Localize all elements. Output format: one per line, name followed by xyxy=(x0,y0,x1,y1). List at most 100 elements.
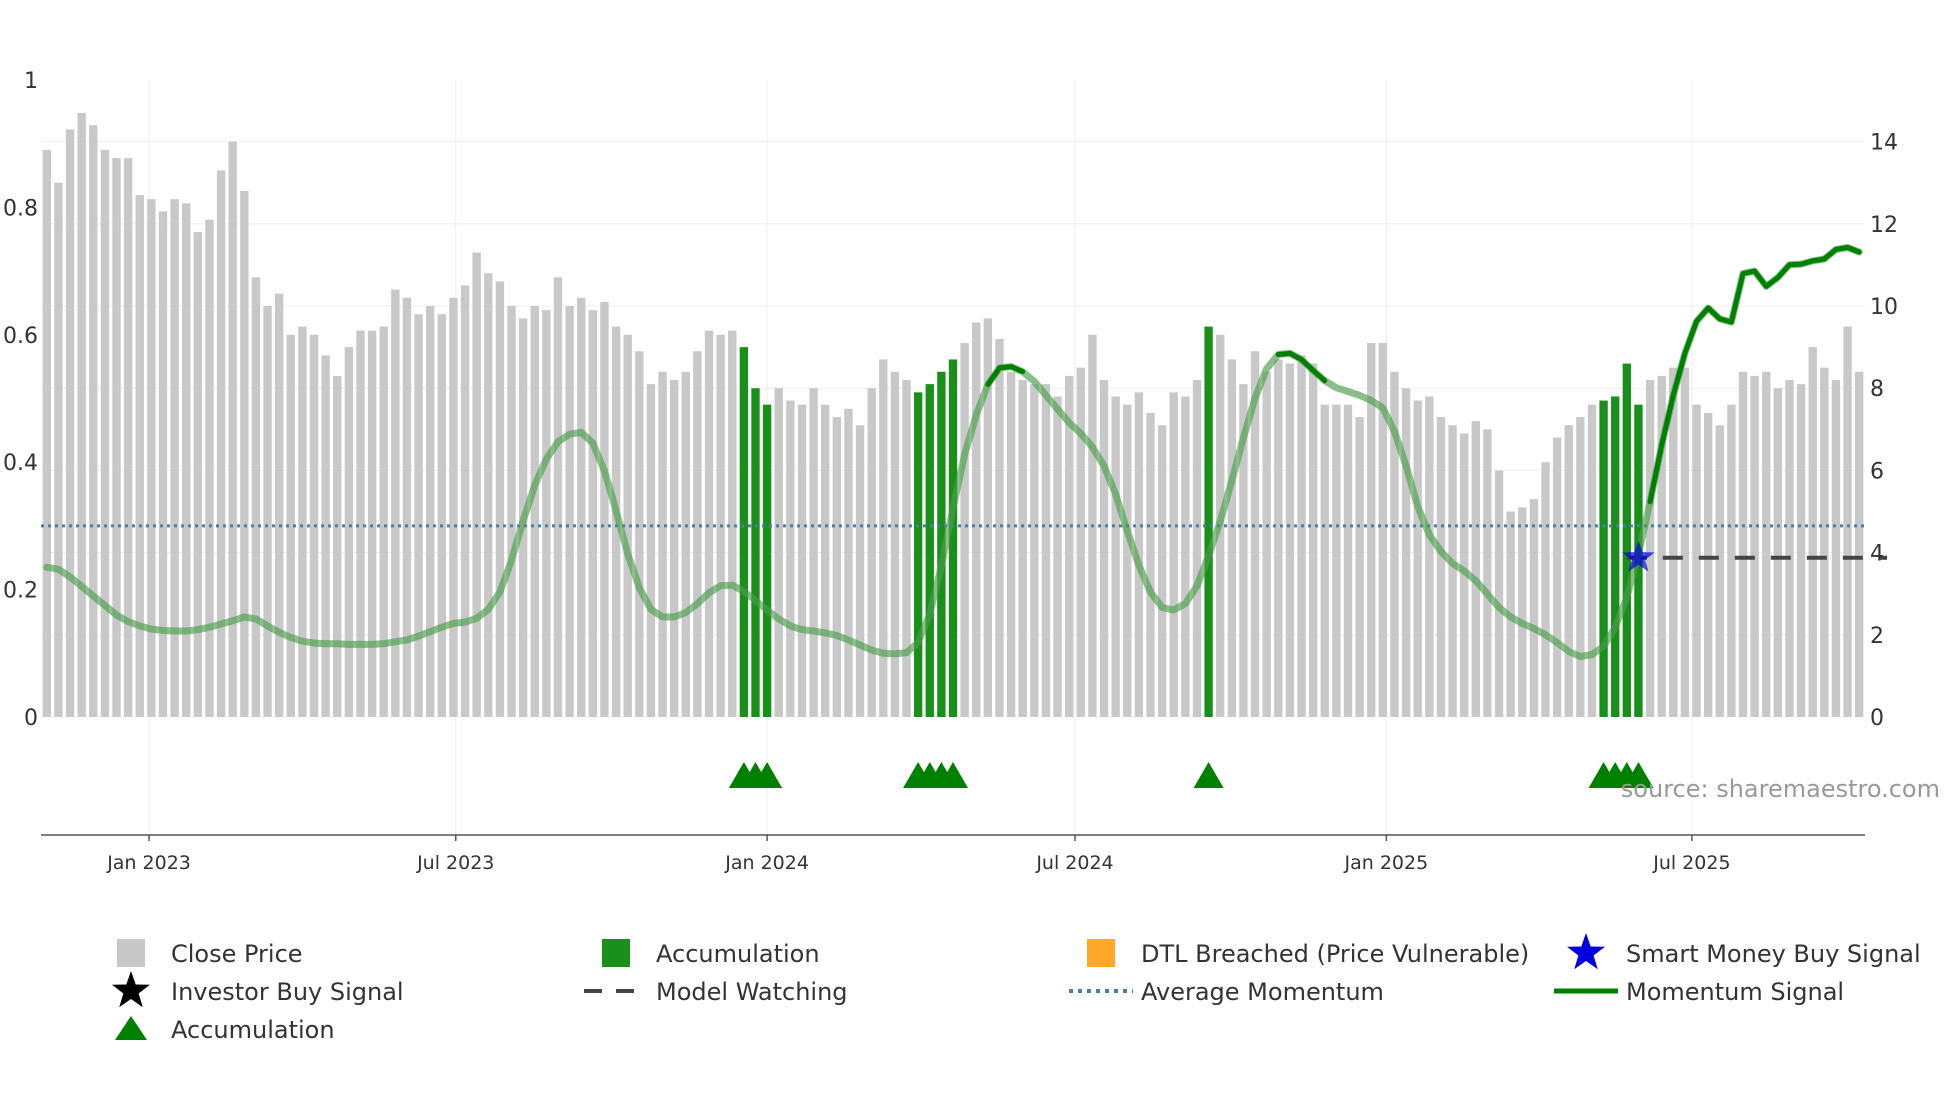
accumulation-bar xyxy=(948,359,958,717)
legend-item: Accumulation xyxy=(115,1016,335,1044)
legend-label: Accumulation xyxy=(171,1016,335,1044)
close-price-bar xyxy=(1808,347,1817,717)
smart-money-buy-star xyxy=(1622,540,1655,572)
left-axis-tick: 1 xyxy=(24,69,38,94)
close-price-bar xyxy=(286,334,295,717)
accumulation-triangle xyxy=(938,762,968,788)
close-price-bar xyxy=(983,318,993,717)
legend-label: DTL Breached (Price Vulnerable) xyxy=(1141,940,1529,968)
accumulation-markers xyxy=(728,762,1654,788)
legend-item: Accumulation xyxy=(602,939,820,968)
close-price-bar xyxy=(182,203,191,718)
close-price-bar xyxy=(1192,380,1202,717)
close-price-bar xyxy=(1157,425,1167,717)
legend-triangle-icon xyxy=(115,1016,147,1040)
close-price-bar xyxy=(542,310,551,717)
accumulation-bar xyxy=(762,404,772,717)
accumulation-triangle xyxy=(1193,762,1224,788)
close-price-bar xyxy=(1401,388,1411,717)
legend-swatch xyxy=(602,939,630,967)
x-axis-tick-label: Jul 2025 xyxy=(1652,852,1730,874)
close-price-bar xyxy=(565,306,574,717)
close-price-bar xyxy=(1483,429,1492,717)
close-price-bar xyxy=(495,281,505,717)
legend-item: Momentum Signal xyxy=(1554,978,1844,1006)
close-price-bar xyxy=(1715,425,1724,717)
close-price-bar xyxy=(77,112,86,717)
close-price-bar xyxy=(112,158,121,717)
close-price-bar xyxy=(1227,359,1237,717)
legend-label: Momentum Signal xyxy=(1626,978,1844,1006)
close-price-bar xyxy=(658,371,667,717)
close-price-bar xyxy=(42,149,51,718)
close-price-bar xyxy=(1843,326,1852,717)
close-price-bar xyxy=(669,380,679,717)
close-price-bar xyxy=(228,141,237,717)
momentum-signal-highlight xyxy=(1275,350,1328,384)
close-price-bar xyxy=(704,330,714,717)
close-price-bar xyxy=(1831,380,1841,717)
close-price-bar xyxy=(1343,404,1353,717)
close-price-bar xyxy=(1669,367,1678,717)
close-price-bar xyxy=(1680,367,1690,717)
close-price-bar xyxy=(1076,367,1085,717)
x-axis-tick-label: Jul 2024 xyxy=(1035,852,1113,874)
legend-label: Close Price xyxy=(171,940,303,968)
close-price-bar xyxy=(1425,396,1434,717)
close-price-bar xyxy=(1436,416,1446,717)
close-price-bar xyxy=(1123,404,1132,717)
close-price-bar xyxy=(960,343,969,717)
accumulation-bar xyxy=(739,347,749,717)
close-price-bar xyxy=(1111,396,1120,717)
close-price-bar xyxy=(344,347,354,717)
close-price-bar xyxy=(1285,363,1295,717)
close-price-bar xyxy=(1320,404,1329,717)
buy-signals xyxy=(1622,540,1655,572)
left-axis-tick: 0.4 xyxy=(3,451,38,476)
legend-star-icon xyxy=(1567,933,1605,970)
accumulation-bar xyxy=(1599,400,1608,717)
left-axis-tick: 0 xyxy=(24,706,38,731)
close-price-bar xyxy=(786,400,795,717)
close-price-bar xyxy=(774,388,783,717)
x-axis-tick-label: Jan 2023 xyxy=(106,852,191,874)
x-axis-tick-label: Jul 2023 xyxy=(416,852,494,874)
legend-label: Model Watching xyxy=(656,978,848,1006)
close-price-bar xyxy=(147,199,156,717)
axes: 1 0.8 0.6 0.4 0.2 0 14 12 10 8 6 4 2 0 Jan 2023 Jul 202… xyxy=(3,69,1898,874)
close-price-bar xyxy=(728,330,737,717)
close-price-bar xyxy=(832,416,841,717)
close-price-bar xyxy=(1065,375,1074,717)
close-price-bar xyxy=(681,371,690,717)
close-price-bar xyxy=(1529,499,1539,717)
close-price-bar xyxy=(193,232,203,717)
left-axis-tick: 0.6 xyxy=(3,324,38,349)
close-price-bar xyxy=(600,301,609,717)
close-price-bar xyxy=(1308,363,1318,717)
x-axis-tick-label: Jan 2024 xyxy=(724,852,809,874)
close-price-bar xyxy=(577,297,586,717)
close-price-bar xyxy=(1785,380,1794,717)
close-price-bar xyxy=(1448,425,1457,717)
close-price-bar xyxy=(1738,371,1748,717)
close-price-bar xyxy=(158,211,168,717)
close-price-bar xyxy=(170,199,179,717)
close-price-bar xyxy=(1146,412,1155,717)
close-price-bar xyxy=(1041,384,1051,717)
accumulation-bar xyxy=(937,371,946,717)
close-price-bar xyxy=(1820,367,1829,717)
legend-item: Average Momentum xyxy=(1069,978,1384,1006)
close-price-bar xyxy=(507,306,516,717)
close-price-bar xyxy=(391,289,400,717)
close-price-bar xyxy=(460,285,470,717)
close-price-bar xyxy=(1006,371,1016,717)
close-price-bar xyxy=(1262,371,1271,717)
close-price-bar xyxy=(995,338,1004,717)
legend-label: Investor Buy Signal xyxy=(171,978,404,1006)
close-price-bar xyxy=(426,306,435,717)
close-price-bar xyxy=(879,359,888,717)
close-price-bar xyxy=(472,252,481,718)
close-price-bar xyxy=(1773,388,1783,717)
accumulation-bar xyxy=(925,384,934,717)
accumulation-bar xyxy=(1611,396,1620,717)
